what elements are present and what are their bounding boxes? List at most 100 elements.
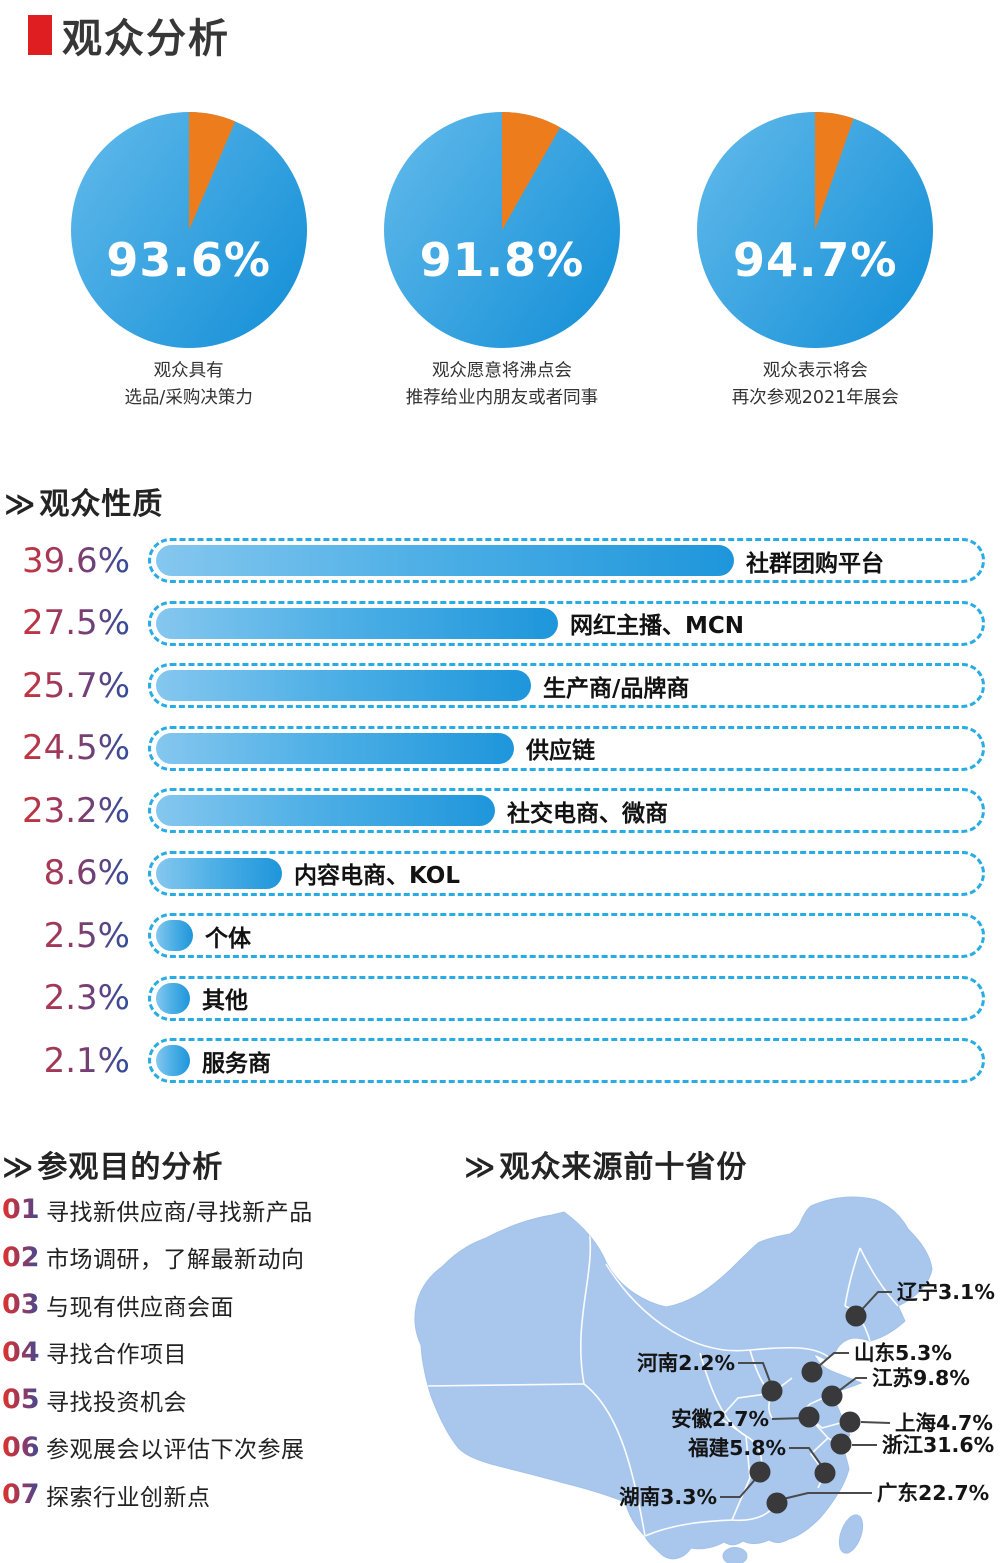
purpose-list-item: 07 探索行业创新点 <box>2 1478 313 1511</box>
bar-percent-label: 8.6% <box>0 853 130 893</box>
bar-track: 内容电商、KOL <box>148 850 985 896</box>
pie-chart: 93.6% <box>70 112 307 348</box>
bar-category-label: 个体 <box>205 925 251 952</box>
pie-caption-line2: 选品/采购决策力 <box>124 388 253 409</box>
pie-caption-line1: 观众具有 <box>153 361 224 381</box>
purpose-item-text: 寻找合作项目 <box>46 1342 187 1368</box>
pie-chart-group: 93.6% 观众具有 选品/采购决策力 91.8% 观众愿意将沸点会 推荐给业内… <box>32 112 972 412</box>
pie-chart: 91.8% <box>383 112 620 348</box>
bar-row: 2.3% 其他 <box>0 975 985 1021</box>
double-chevron-icon: ≫ <box>4 487 37 522</box>
map-dot-hunan <box>749 1461 771 1483</box>
map-label-fujian: 福建5.8% <box>687 1436 786 1460</box>
section-heading-text: 参观目的分析 <box>37 1150 224 1185</box>
purpose-list-item: 03 与现有供应商会面 <box>2 1288 313 1321</box>
page-title-text: 观众分析 <box>62 16 230 62</box>
pie-slice-orange <box>383 112 620 348</box>
taiwan-island <box>838 1514 864 1554</box>
bar-percent-label: 24.5% <box>0 728 130 768</box>
purpose-item-number: 04 <box>2 1337 42 1368</box>
bar-track: 其他 <box>148 975 985 1021</box>
pie-caption-line1: 观众表示将会 <box>762 361 868 381</box>
bar-percent-label: 2.1% <box>0 1041 130 1081</box>
map-callout-line-hunan <box>720 1475 759 1498</box>
purpose-item-number: 07 <box>2 1479 42 1510</box>
bar-fill <box>156 920 193 951</box>
pie-chart-block: 93.6% 观众具有 选品/采购决策力 <box>32 112 345 412</box>
bar-track: 社群团购平台 <box>148 538 985 583</box>
purpose-item-text: 参观展会以评估下次参展 <box>46 1437 305 1463</box>
map-callout-line-guangdong <box>782 1492 872 1500</box>
bar-category-label: 社群团购平台 <box>746 550 884 577</box>
double-chevron-icon: ≫ <box>2 1150 35 1185</box>
pie-chart-block: 94.7% 观众表示将会 再次参观2021年展会 <box>659 112 972 412</box>
map-label-guangdong: 广东22.7% <box>877 1481 989 1505</box>
bar-track: 网红主播、MCN <box>148 600 985 646</box>
map-dot-shandong <box>801 1361 823 1383</box>
purpose-item-number: 05 <box>2 1384 42 1415</box>
bar-track: 个体 <box>148 913 985 958</box>
bar-percent-label: 27.5% <box>0 603 130 643</box>
map-label-anhui: 安徽2.7% <box>671 1407 769 1431</box>
map-dot-liaoning <box>845 1305 867 1327</box>
pie-caption: 观众具有 选品/采购决策力 <box>124 358 252 412</box>
pie-chart: 94.7% <box>697 112 934 348</box>
bar-category-label: 社交电商、微商 <box>507 800 668 827</box>
map-dot-fujian <box>814 1462 836 1484</box>
map-dot-guangdong <box>766 1492 788 1514</box>
pie-slice-orange <box>697 112 934 348</box>
bar-row: 2.5% 个体 <box>0 913 985 958</box>
map-label-hunan: 湖南3.3% <box>619 1485 717 1509</box>
purpose-item-text: 与现有供应商会面 <box>46 1294 234 1321</box>
bar-category-label: 生产商/品牌商 <box>543 675 690 702</box>
purpose-item-number: 01 <box>2 1194 42 1225</box>
map-label-shandong: 山东5.3% <box>854 1341 952 1365</box>
purpose-list-item: 04 寻找合作项目 <box>2 1336 313 1369</box>
map-callout-line-fujian <box>789 1447 825 1470</box>
purpose-item-text: 寻找投资机会 <box>46 1389 187 1416</box>
hainan-island <box>722 1547 748 1563</box>
title-bullet-icon <box>28 15 52 55</box>
purpose-list-item: 06 参观展会以评估下次参展 <box>2 1431 313 1464</box>
bar-chart: 39.6% 社群团购平台 27.5% 网红主播、MCN 25.7% 生产商/品牌… <box>0 538 985 1101</box>
pie-slice-orange <box>70 112 307 348</box>
bar-row: 8.6% 内容电商、KOL <box>0 850 985 896</box>
bar-track: 社交电商、微商 <box>148 788 985 833</box>
bar-category-label: 服务商 <box>202 1050 271 1077</box>
section-heading-text: 观众性质 <box>39 487 164 522</box>
pie-chart-block: 91.8% 观众愿意将沸点会 推荐给业内朋友或者同事 <box>345 112 658 412</box>
purpose-item-text: 市场调研，了解最新动向 <box>46 1247 305 1273</box>
map-label-jiangsu: 江苏9.8% <box>872 1366 970 1390</box>
bar-row: 23.2% 社交电商、微商 <box>0 788 985 833</box>
bar-percent-label: 23.2% <box>0 791 130 831</box>
purpose-item-number: 03 <box>2 1289 42 1320</box>
page-title: 观众分析 <box>28 6 230 64</box>
map-label-liaoning: 辽宁3.1% <box>897 1280 995 1304</box>
bar-category-label: 内容电商、KOL <box>294 863 460 889</box>
bar-fill <box>156 1045 190 1076</box>
purpose-list: 01 寻找新供应商/寻找新产品 02 市场调研，了解最新动向 03 与现有供应商… <box>2 1193 313 1526</box>
bar-category-label: 供应链 <box>526 738 595 764</box>
pie-value-label: 93.6% <box>106 233 271 287</box>
bar-fill <box>156 795 495 826</box>
bar-fill <box>156 982 190 1014</box>
map-callouts: 辽宁3.1% 山东5.3% 江苏9.8% 河南2.2% 安徽2.7% 上海4.7… <box>619 1280 995 1514</box>
map-label-henan: 河南2.2% <box>637 1351 735 1375</box>
bar-percent-label: 2.5% <box>0 916 130 956</box>
bar-track: 供应链 <box>148 725 985 771</box>
bar-track: 服务商 <box>148 1038 985 1083</box>
map-dot-henan <box>761 1380 783 1402</box>
bar-fill <box>156 670 531 701</box>
section-heading-text: 观众来源前十省份 <box>499 1150 748 1185</box>
section-heading-audience-source: ≫ 观众来源前十省份 <box>464 1142 747 1186</box>
section-heading-audience-nature: ≫ 观众性质 <box>4 479 163 523</box>
pie-caption: 观众表示将会 再次参观2021年展会 <box>732 358 899 412</box>
map-callout-line-shanghai <box>860 1421 891 1424</box>
map-callout-line-henan <box>738 1362 773 1388</box>
pie-caption: 观众愿意将沸点会 推荐给业内朋友或者同事 <box>406 358 599 412</box>
purpose-list-item: 05 寻找投资机会 <box>2 1383 313 1416</box>
purpose-list-item: 02 市场调研，了解最新动向 <box>2 1241 313 1274</box>
purpose-item-number: 02 <box>2 1242 42 1273</box>
double-chevron-icon: ≫ <box>464 1150 497 1185</box>
bar-category-label: 其他 <box>202 988 248 1014</box>
